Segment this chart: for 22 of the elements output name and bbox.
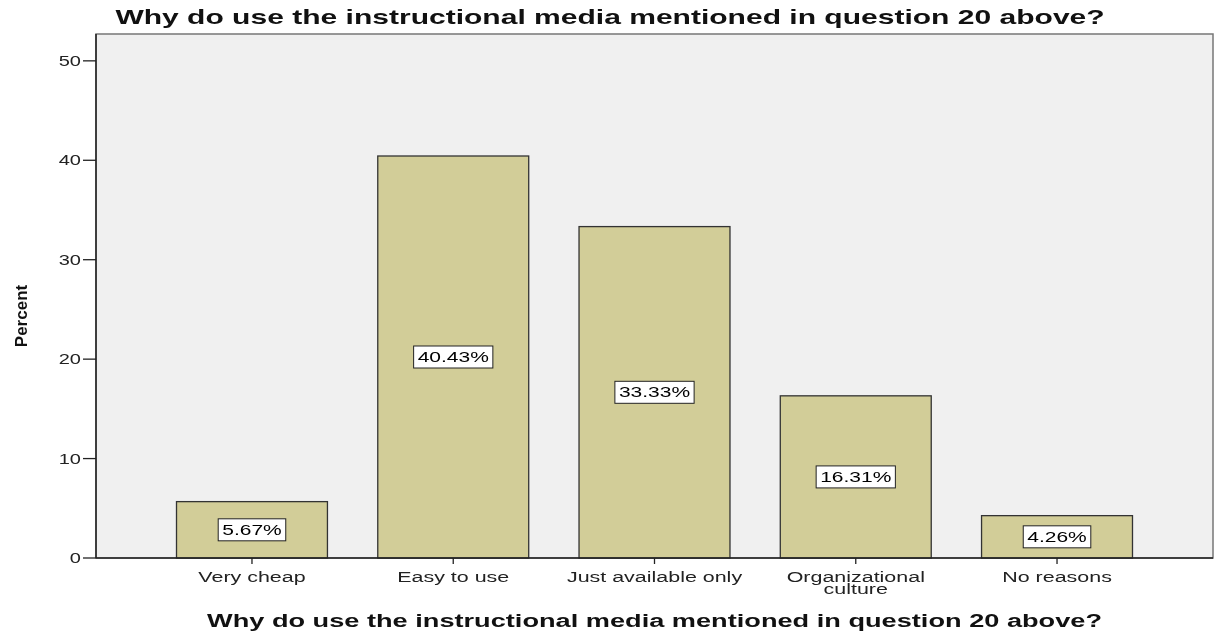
y-tick-label: 40 (58, 152, 81, 169)
y-tick-label: 10 (58, 450, 81, 467)
x-tick-label: Just available only (566, 568, 743, 586)
y-tick-label: 50 (58, 52, 81, 70)
y-tick-label: 30 (58, 251, 81, 268)
data-label: 16.31% (820, 469, 892, 486)
data-label: 40.43% (417, 349, 489, 366)
y-tick-label: 20 (58, 351, 81, 368)
bar (377, 155, 530, 559)
x-axis-title: Why do use the instructional media mentioned in question 20 above? (207, 609, 1102, 632)
y-axis-title: Percent (12, 284, 31, 348)
data-label: 5.67% (222, 522, 282, 538)
y-tick-label: 0 (69, 550, 81, 567)
chart-title: Why do use the instructional media mentioned in question 20 above? (115, 5, 1105, 29)
bar (779, 395, 932, 559)
data-label: 4.26% (1027, 529, 1087, 545)
x-tick-label: Easy to use (397, 568, 510, 586)
x-tick-label: No reasons (1002, 568, 1112, 586)
x-tick-label: Very cheap (198, 568, 306, 586)
x-tick-label: Organizational culture (786, 568, 925, 598)
data-label: 33.33% (618, 384, 691, 401)
bar (578, 225, 731, 559)
